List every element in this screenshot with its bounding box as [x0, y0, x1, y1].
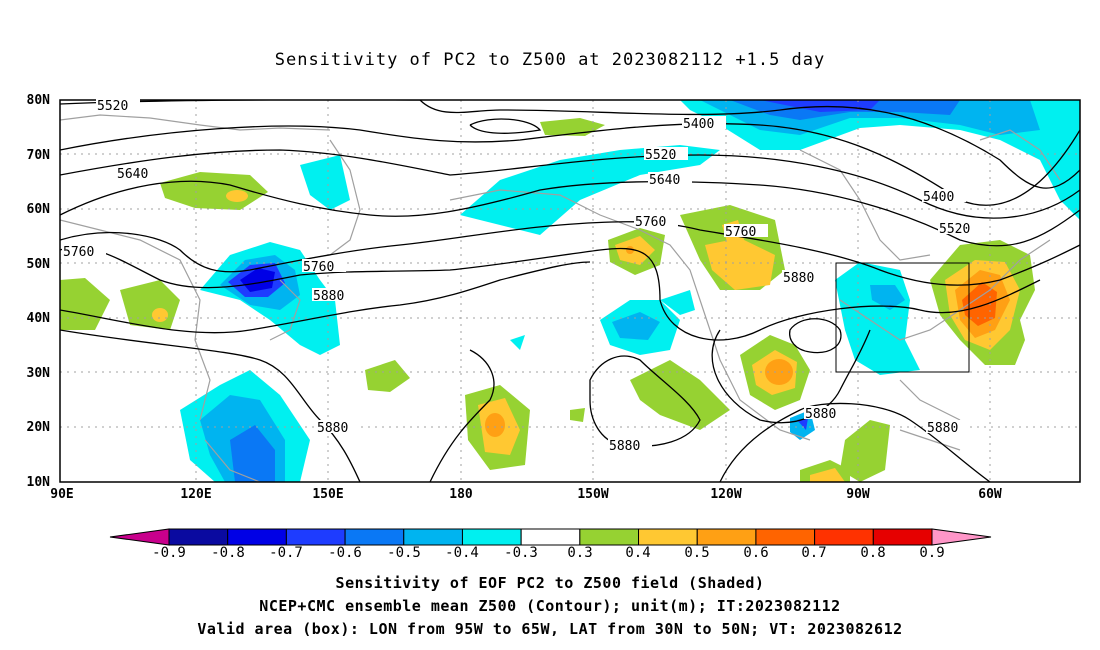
- contour-label: 5880: [609, 439, 640, 454]
- lon-label: 90W: [846, 487, 870, 502]
- contour-label: 5880: [783, 271, 814, 286]
- caption-line-1: Sensitivity of EOF PC2 to Z500 field (Sh…: [335, 574, 765, 592]
- colorbar-label: 0.4: [625, 545, 650, 561]
- contour-label: 5760: [303, 260, 334, 275]
- lon-label: 60W: [978, 487, 1002, 502]
- lon-label: 120E: [180, 487, 211, 502]
- map-frame: [59, 99, 1081, 483]
- colorbar: -0.9 -0.8 -0.7 -0.6 -0.5 -0.4 -0.3 0.3 0…: [109, 528, 992, 561]
- colorbar-swatch: [520, 528, 581, 546]
- colorbar-label: 0.3: [567, 545, 592, 561]
- lat-label: 80N: [27, 93, 51, 108]
- lat-label: 50N: [27, 257, 51, 272]
- colorbar-label: -0.5: [387, 545, 421, 561]
- contour-label: 5520: [97, 99, 128, 114]
- colorbar-swatch: [638, 528, 698, 546]
- contour-label: 5520: [939, 222, 970, 237]
- valid-area-box: [835, 262, 970, 373]
- colorbar-swatch: [696, 528, 757, 546]
- caption-line-2: NCEP+CMC ensemble mean Z500 (Contour); u…: [259, 597, 841, 615]
- colorbar-label: 0.9: [919, 545, 944, 561]
- colorbar-swatch: [579, 528, 640, 546]
- caption-line-3: Valid area (box): LON from 95W to 65W, L…: [197, 620, 903, 638]
- colorbar-swatch: [755, 528, 816, 546]
- colorbar-swatch: [285, 528, 346, 546]
- colorbar-label: -0.8: [211, 545, 245, 561]
- contour-label: 5400: [923, 190, 954, 205]
- colorbar-swatch: [168, 528, 229, 546]
- colorbar-swatch: [872, 528, 933, 546]
- contour-label: 5400: [683, 117, 714, 132]
- colorbar-swatch: [227, 528, 287, 546]
- colorbar-label: 0.7: [801, 545, 826, 561]
- contour-label: 5760: [725, 225, 756, 240]
- lon-label: 150W: [577, 487, 608, 502]
- contour-label: 5520: [645, 148, 676, 163]
- lon-label: 180: [449, 487, 473, 502]
- figure-title: Sensitivity of PC2 to Z500 at 2023082112…: [274, 50, 826, 70]
- colorbar-swatch: [814, 528, 874, 546]
- longitude-labels: 90E 120E 150E 180 150W 120W 90W 60W: [50, 487, 1002, 502]
- latitude-labels: 80N 70N 60N 50N 40N 30N 20N 10N: [27, 93, 51, 490]
- colorbar-label: -0.9: [152, 545, 186, 561]
- colorbar-swatch: [403, 528, 463, 546]
- colorbar-label: 0.5: [684, 545, 709, 561]
- contour-labels: 5520 5400 5520 5640 5640 5400 5520 5760 …: [62, 98, 982, 454]
- colorbar-label: -0.4: [445, 545, 479, 561]
- contour-label: 5640: [117, 167, 148, 182]
- colorbar-label: -0.7: [269, 545, 303, 561]
- colorbar-swatch: [461, 528, 522, 546]
- lat-label: 10N: [27, 475, 51, 490]
- contour-label: 5880: [317, 421, 348, 436]
- colorbar-swatch: [344, 528, 405, 546]
- contour-label: 5880: [927, 421, 958, 436]
- lat-label: 60N: [27, 202, 51, 217]
- colorbar-label: -0.3: [504, 545, 538, 561]
- contour-label: 5760: [635, 215, 666, 230]
- colorbar-label: 0.6: [743, 545, 768, 561]
- lat-label: 70N: [27, 148, 51, 163]
- colorbar-left-arrow: [109, 528, 170, 546]
- contour-label: 5880: [313, 289, 344, 304]
- colorbar-right-arrow: [931, 528, 992, 546]
- colorbar-label: -0.6: [328, 545, 362, 561]
- colorbar-label: 0.8: [860, 545, 885, 561]
- lon-label: 120W: [710, 487, 741, 502]
- lat-label: 20N: [27, 420, 51, 435]
- contour-label: 5880: [805, 407, 836, 422]
- lat-label: 30N: [27, 366, 51, 381]
- lon-label: 150E: [312, 487, 343, 502]
- lon-label: 90E: [50, 487, 73, 502]
- lat-label: 40N: [27, 311, 51, 326]
- graticule: [60, 100, 1080, 482]
- contour-label: 5640: [649, 173, 680, 188]
- contour-label: 5760: [63, 245, 94, 260]
